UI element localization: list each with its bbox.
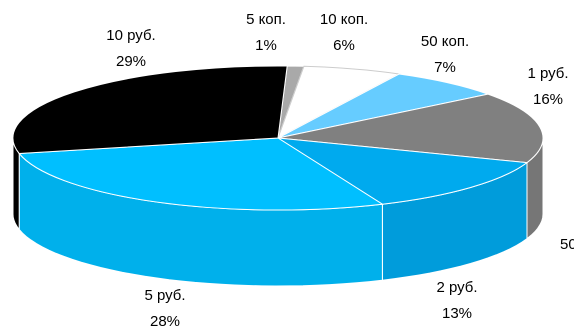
slice-1-руб [277, 93, 544, 164]
slice-percent-label: 6% [333, 37, 355, 54]
slice-category-label: 10 коп. [320, 11, 368, 28]
slice-category-label: 5 руб. [144, 287, 185, 304]
slice-5-руб [18, 137, 384, 211]
slice-percent-label: 29% [116, 53, 146, 70]
pie-labels: 5 коп. 1% 10 коп. 6% 50 коп. 7% 1 руб. 16% 2 руб… [106, 11, 568, 329]
slice-2-руб [277, 137, 529, 205]
pie-sides [12, 137, 544, 287]
cut-off-label: 50 [560, 236, 574, 253]
slice-10-руб [12, 65, 288, 155]
slice-percent-label: 1% [255, 37, 277, 54]
slice-percent-label: 28% [150, 313, 180, 329]
slice-category-label: 2 руб. [436, 279, 477, 296]
slice-percent-label: 16% [533, 91, 563, 108]
slice-category-label: 50 коп. [421, 33, 469, 50]
slice-category-label: 10 руб. [106, 27, 155, 44]
slice-percent-label: 13% [442, 305, 472, 322]
slice-percent-label: 7% [434, 59, 456, 76]
slice-category-label: 5 коп. [246, 11, 286, 28]
slice-category-label: 1 руб. [527, 65, 568, 82]
slice-50-коп [277, 73, 490, 139]
pie-tops [12, 65, 544, 211]
